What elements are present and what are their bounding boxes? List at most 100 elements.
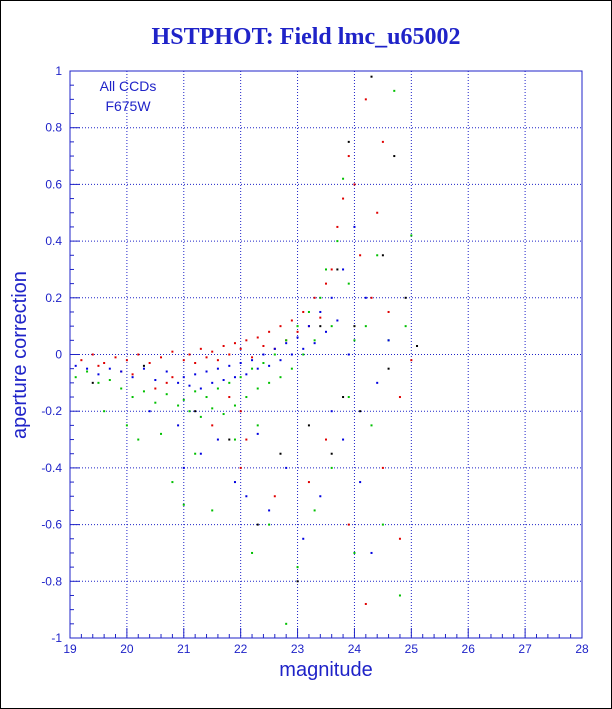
annotation-filter: F675W (105, 98, 151, 114)
data-point (347, 140, 350, 143)
data-point (182, 503, 185, 506)
data-point (199, 387, 202, 390)
data-point (387, 310, 390, 313)
data-point (171, 481, 174, 484)
data-point (370, 296, 373, 299)
data-point (188, 410, 191, 413)
data-point (296, 336, 299, 339)
x-axis-label: magnitude (279, 659, 372, 681)
data-point (336, 240, 339, 243)
data-point (336, 225, 339, 228)
data-point (233, 481, 236, 484)
y-tick-label: -0.8 (41, 574, 62, 588)
data-point (228, 353, 231, 356)
data-point (211, 424, 214, 427)
data-point (177, 404, 180, 407)
data-point (114, 356, 117, 359)
data-point (222, 344, 225, 347)
data-point (302, 537, 305, 540)
data-point (188, 384, 191, 387)
data-point (376, 254, 379, 257)
data-point (404, 325, 407, 328)
data-point (228, 396, 231, 399)
data-point (393, 155, 396, 158)
data-point (342, 197, 345, 200)
data-point (233, 404, 236, 407)
data-point (313, 342, 316, 345)
data-point (387, 367, 390, 370)
data-point (307, 310, 310, 313)
data-point (211, 509, 214, 512)
data-point (74, 376, 77, 379)
data-point (313, 339, 316, 342)
data-point (336, 319, 339, 322)
x-tick-label: 26 (462, 642, 476, 656)
data-point (381, 523, 384, 526)
data-point (330, 268, 333, 271)
data-point (228, 364, 231, 367)
data-point (131, 376, 134, 379)
y-tick-label: 0 (55, 348, 62, 362)
data-point (370, 424, 373, 427)
data-point (262, 353, 265, 356)
data-point (182, 466, 185, 469)
data-point (290, 319, 293, 322)
data-point (216, 359, 219, 362)
data-point (302, 353, 305, 356)
data-point (296, 325, 299, 328)
data-point (302, 310, 305, 313)
data-point (296, 566, 299, 569)
data-point (330, 466, 333, 469)
data-point (370, 551, 373, 554)
x-tick-label: 25 (405, 642, 419, 656)
data-point (370, 75, 373, 78)
data-point (268, 364, 271, 367)
data-point (347, 523, 350, 526)
data-point (347, 353, 350, 356)
data-point (211, 407, 214, 410)
data-point (319, 495, 322, 498)
x-tick-label: 23 (291, 642, 305, 656)
data-point (359, 481, 362, 484)
data-point (256, 523, 259, 526)
data-point (353, 339, 356, 342)
data-point (353, 183, 356, 186)
data-point (290, 367, 293, 370)
data-point (330, 325, 333, 328)
data-point (154, 379, 157, 382)
data-point (80, 359, 83, 362)
data-point (342, 268, 345, 271)
y-tick-label: 1 (55, 64, 62, 78)
data-point (347, 155, 350, 158)
data-point (239, 347, 242, 350)
data-point (103, 410, 106, 413)
data-point (194, 452, 197, 455)
data-point (398, 537, 401, 540)
y-tick-label: 0.8 (45, 121, 62, 135)
data-point (131, 396, 134, 399)
data-point (165, 370, 168, 373)
data-point (353, 551, 356, 554)
data-point (154, 401, 157, 404)
y-tick-label: 0.6 (45, 177, 62, 191)
data-point (103, 362, 106, 365)
data-point (364, 296, 367, 299)
data-point (359, 410, 362, 413)
data-point (160, 432, 163, 435)
data-point (154, 387, 157, 390)
data-point (285, 466, 288, 469)
data-point (256, 424, 259, 427)
data-point (330, 452, 333, 455)
data-point (376, 211, 379, 214)
data-point (171, 350, 174, 353)
data-point (216, 438, 219, 441)
data-point (97, 364, 100, 367)
data-point (279, 376, 282, 379)
data-point (233, 438, 236, 441)
data-points (74, 75, 419, 625)
y-tick-label: -0.4 (41, 461, 62, 475)
data-point (279, 452, 282, 455)
data-point (285, 342, 288, 345)
data-point (86, 370, 89, 373)
data-point (205, 396, 208, 399)
